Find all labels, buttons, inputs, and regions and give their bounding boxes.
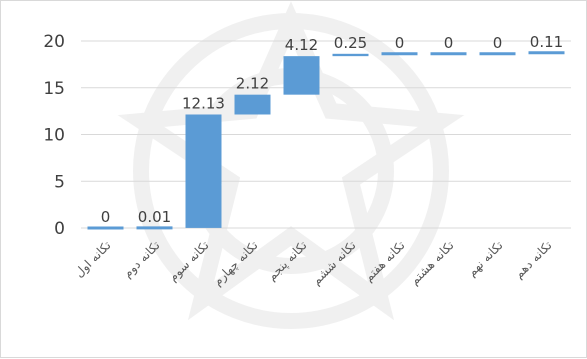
bar <box>332 53 369 57</box>
data-label: 0.25 <box>334 34 367 52</box>
data-label: 0 <box>101 208 111 226</box>
data-label: 4.12 <box>285 36 318 54</box>
y-tick-label: 10 <box>43 126 65 146</box>
bars <box>87 51 565 230</box>
data-label: 12.13 <box>182 94 225 112</box>
data-label: 0 <box>395 34 405 52</box>
data-label: 0 <box>444 34 454 52</box>
y-tick-label: 0 <box>54 219 65 239</box>
data-label: 0 <box>493 34 503 52</box>
data-label: 2.12 <box>236 75 269 93</box>
bar <box>283 56 320 95</box>
data-labels: 0 0.01 12.13 2.12 4.12 0.25 0 0 0 0.11 <box>101 33 563 226</box>
x-tick-label: تکانه دوم <box>120 238 163 281</box>
data-label: 0.01 <box>138 208 171 226</box>
x-tick-label: تکانه اول <box>72 238 114 280</box>
y-tick-label: 5 <box>54 172 65 192</box>
gridlines <box>81 40 571 229</box>
bar <box>234 94 271 115</box>
y-tick-label: 20 <box>43 32 65 52</box>
x-tick-label: تکانه نهم <box>465 238 506 279</box>
x-tick-label: تکانه دهم <box>512 238 555 281</box>
data-label: 0.11 <box>530 33 563 51</box>
bar <box>185 114 222 228</box>
y-tick-label: 15 <box>43 79 65 99</box>
y-axis: 0 5 10 15 20 <box>43 32 65 239</box>
